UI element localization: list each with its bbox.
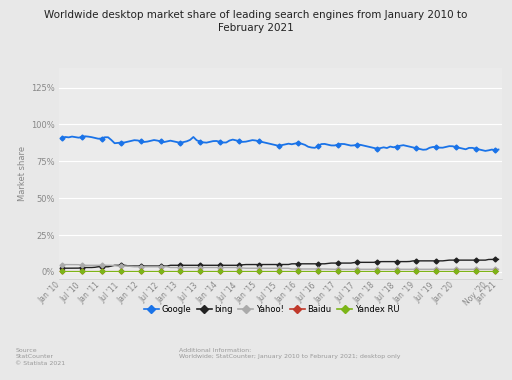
Legend: Google, bing, Yahoo!, Baidu, Yandex RU: Google, bing, Yahoo!, Baidu, Yandex RU <box>140 301 402 317</box>
Text: Additional Information:
Worldwide; StatCounter; January 2010 to February 2021; d: Additional Information: Worldwide; StatC… <box>179 348 401 359</box>
Y-axis label: Market share: Market share <box>18 146 27 201</box>
Text: Worldwide desktop market share of leading search engines from January 2010 to
Fe: Worldwide desktop market share of leadin… <box>45 10 467 33</box>
Text: Source
StatCounter
© Statista 2021: Source StatCounter © Statista 2021 <box>15 348 66 366</box>
